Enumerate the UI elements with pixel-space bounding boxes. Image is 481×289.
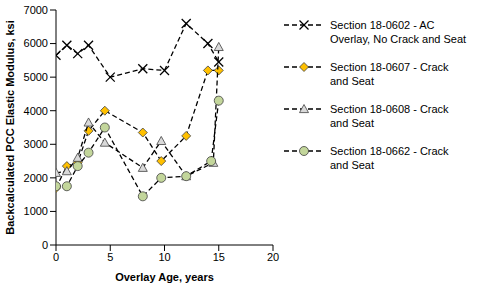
svg-text:20: 20	[267, 251, 279, 263]
svg-text:15: 15	[213, 251, 225, 263]
html-text:Section 18-0662 - Crack and Se: Section 18-0662 - Crack and Seat	[330, 145, 449, 171]
svg-text:4000: 4000	[24, 105, 48, 117]
svg-text:0: 0	[42, 239, 48, 251]
svg-text:0: 0	[53, 251, 59, 263]
svg-text:5: 5	[107, 251, 113, 263]
html-text:Section 18-0608 - Crack and Se: Section 18-0608 - Crack and Seat	[330, 103, 449, 129]
svg-text:5000: 5000	[24, 71, 48, 83]
svg-text:10: 10	[158, 251, 170, 263]
svg-text:3000: 3000	[24, 138, 48, 150]
svg-text:7000: 7000	[24, 4, 48, 16]
svg-text:Backcalculated PCC Elastic Mod: Backcalculated PCC Elastic Modulus, ksi	[8, 20, 16, 235]
svg-text:2000: 2000	[24, 172, 48, 184]
svg-text:6000: 6000	[24, 37, 48, 49]
svg-text:Overlay Age, years: Overlay Age, years	[115, 271, 214, 283]
html-text:Section 18-0607 - Crack and Se: Section 18-0607 - Crack and Seat	[330, 61, 449, 87]
svg-text:1000: 1000	[24, 205, 48, 217]
html-text:Section 18-0602 - AC Overlay,: Section 18-0602 - AC Overlay, No Crack a…	[330, 19, 467, 45]
